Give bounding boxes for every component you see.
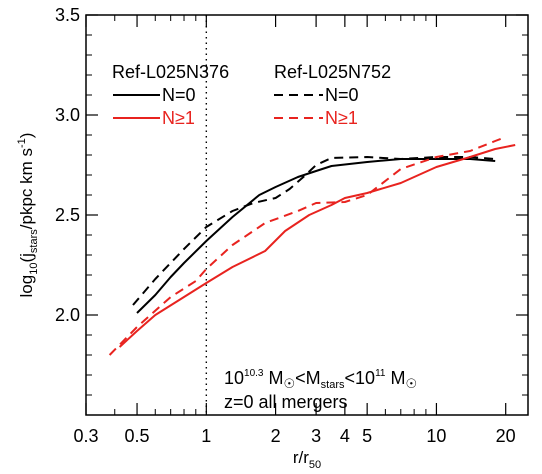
series-line-1 xyxy=(132,156,496,306)
y-axis-label: log10(jstars/pkpc km s-1) xyxy=(16,133,40,298)
series-line-2 xyxy=(118,144,516,348)
ticks: 0.3 0.5 1 2 3 4 5 10 20 2.0 2.5 3.0 3.5 xyxy=(55,5,528,446)
x-axis-label: r/r50 xyxy=(293,448,321,471)
y-tick-label: 3.0 xyxy=(55,105,80,125)
plot-lines xyxy=(108,15,516,415)
series-line-0 xyxy=(136,158,496,314)
x-tick-label: 10 xyxy=(426,426,446,446)
merger-annotation: z=0 all mergers xyxy=(224,392,348,412)
annotations: 1010.3 M☉<Mstars<1011 M☉z=0 all mergers xyxy=(224,368,417,412)
legend-label-n0-right: N=0 xyxy=(325,85,359,105)
x-tick-label: 4 xyxy=(340,426,350,446)
x-tick-label: 5 xyxy=(362,426,372,446)
legend-label-n1-left: N≥1 xyxy=(162,108,195,128)
x-tick-label: 0.3 xyxy=(73,426,98,446)
mass-range-annotation: 1010.3 M☉<Mstars<1011 M☉ xyxy=(224,368,417,391)
x-tick-label: 1 xyxy=(201,426,211,446)
series-line-3 xyxy=(108,136,507,356)
y-tick-label: 2.5 xyxy=(55,205,80,225)
legend-label-n1-right: N≥1 xyxy=(325,108,358,128)
legend: Ref-L025N376 Ref-L025N752 N=0 N=0 N≥1 N≥1 xyxy=(112,62,391,128)
legend-header-right: Ref-L025N752 xyxy=(274,62,391,82)
plot-frame xyxy=(85,14,529,416)
axis-labels: r/r50 log10(jstars/pkpc km s-1) xyxy=(16,133,321,471)
x-tick-label: 20 xyxy=(496,426,516,446)
x-tick-label: 2 xyxy=(271,426,281,446)
legend-label-n0-left: N=0 xyxy=(162,85,196,105)
x-tick-label: 0.5 xyxy=(125,426,150,446)
x-tick-label: 3 xyxy=(311,426,321,446)
y-tick-label: 3.5 xyxy=(55,5,80,25)
y-tick-label: 2.0 xyxy=(55,305,80,325)
legend-header-left: Ref-L025N376 xyxy=(112,62,229,82)
